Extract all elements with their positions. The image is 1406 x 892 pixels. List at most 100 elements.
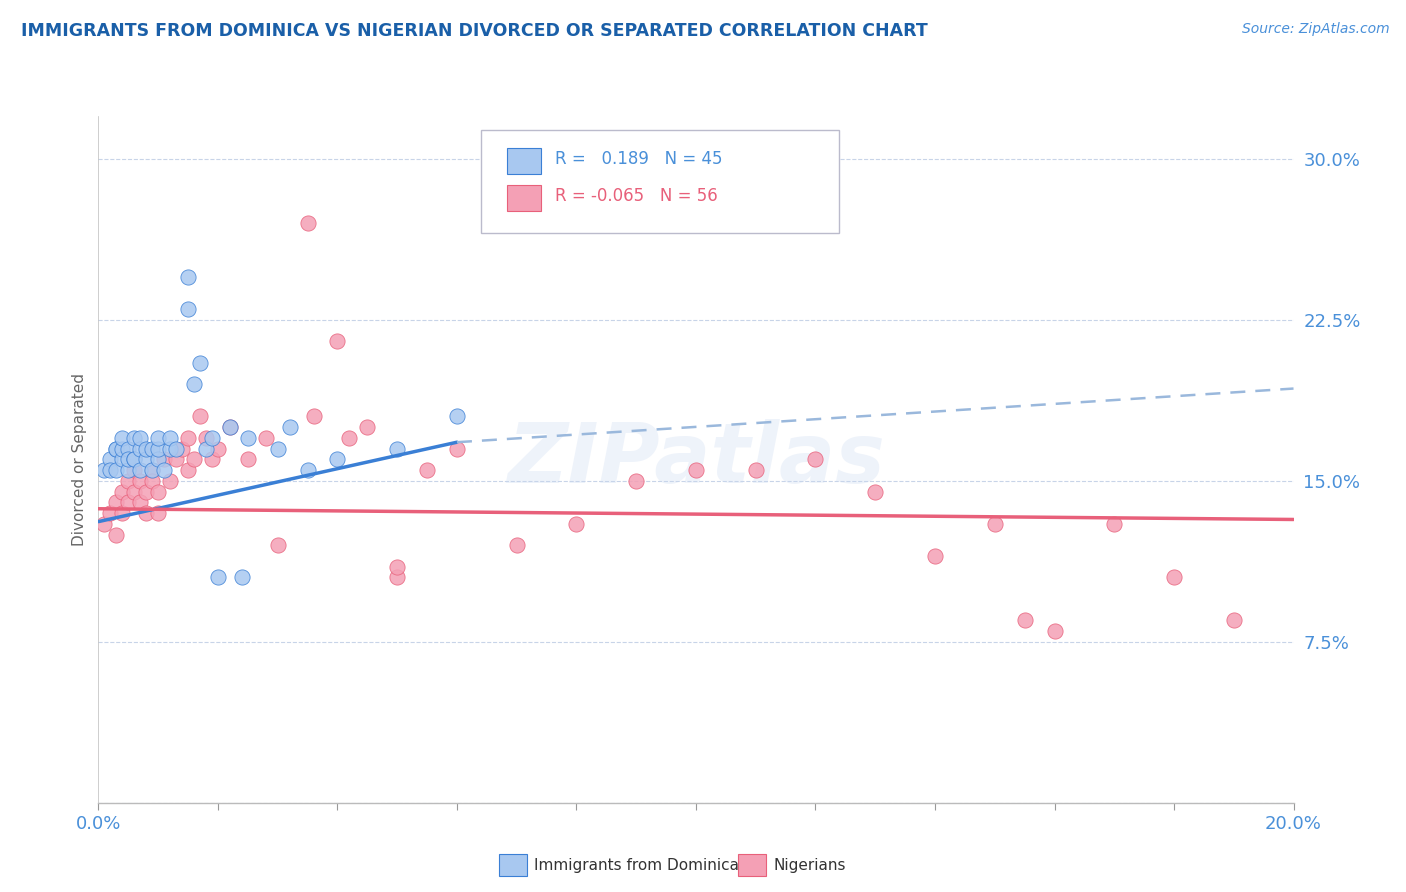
Point [117, 452, 139, 467]
Point [1014, 613, 1036, 627]
Point [135, 442, 157, 456]
Point [129, 463, 152, 477]
Point [93, 463, 115, 477]
Point [117, 463, 139, 477]
Point [1043, 624, 1066, 639]
Point [124, 431, 146, 445]
Point [141, 442, 163, 456]
Point [188, 409, 211, 424]
Point [231, 570, 253, 584]
Point [201, 431, 224, 445]
Point [105, 442, 128, 456]
Point [254, 431, 277, 445]
Point [153, 463, 176, 477]
Point [135, 452, 157, 467]
Point [865, 484, 887, 499]
Text: ZIPatlas: ZIPatlas [508, 419, 884, 500]
Point [141, 474, 163, 488]
Point [129, 431, 152, 445]
Point [267, 538, 290, 552]
Point [117, 495, 139, 509]
Point [745, 463, 768, 477]
Point [148, 506, 170, 520]
Point [148, 484, 170, 499]
Point [148, 442, 170, 456]
Point [278, 420, 301, 434]
Text: Nigerians: Nigerians [773, 858, 846, 872]
Point [129, 442, 152, 456]
Point [624, 474, 647, 488]
Text: Immigrants from Dominica: Immigrants from Dominica [534, 858, 740, 872]
Point [236, 431, 259, 445]
Point [385, 559, 409, 574]
Point [183, 377, 205, 392]
Point [129, 474, 152, 488]
Point [183, 452, 205, 467]
Point [207, 442, 229, 456]
Point [105, 463, 128, 477]
Bar [508, 148, 541, 174]
Point [98, 506, 122, 520]
Point [219, 420, 242, 434]
Point [339, 431, 360, 445]
Point [267, 442, 290, 456]
Point [207, 570, 229, 584]
Point [135, 506, 157, 520]
Point [141, 463, 163, 477]
Point [326, 452, 349, 467]
Point [506, 538, 529, 552]
Point [124, 463, 146, 477]
Point [111, 506, 134, 520]
Point [117, 474, 139, 488]
Point [201, 452, 224, 467]
Point [172, 442, 194, 456]
Point [148, 452, 170, 467]
Point [219, 420, 242, 434]
Point [93, 516, 115, 531]
Point [385, 570, 409, 584]
Point [236, 452, 259, 467]
Point [446, 409, 468, 424]
Point [1163, 570, 1185, 584]
Point [983, 516, 1005, 531]
Point [105, 495, 128, 509]
Point [1104, 516, 1126, 531]
Point [804, 452, 827, 467]
Text: Source: ZipAtlas.com: Source: ZipAtlas.com [1241, 22, 1389, 37]
Point [356, 420, 378, 434]
Point [111, 442, 134, 456]
Point [685, 463, 707, 477]
FancyBboxPatch shape [481, 129, 839, 233]
Point [124, 484, 146, 499]
Text: R = -0.065   N = 56: R = -0.065 N = 56 [555, 186, 717, 204]
Point [98, 463, 122, 477]
Bar [508, 185, 541, 211]
Point [302, 409, 325, 424]
Point [153, 452, 176, 467]
Point [148, 431, 170, 445]
Point [124, 452, 146, 467]
Point [1223, 613, 1246, 627]
Point [177, 302, 200, 317]
Point [159, 442, 181, 456]
Point [111, 484, 134, 499]
Point [385, 442, 409, 456]
Point [159, 431, 181, 445]
Point [135, 484, 157, 499]
Point [924, 549, 946, 563]
Point [124, 452, 146, 467]
Point [98, 452, 122, 467]
Text: IMMIGRANTS FROM DOMINICA VS NIGERIAN DIVORCED OR SEPARATED CORRELATION CHART: IMMIGRANTS FROM DOMINICA VS NIGERIAN DIV… [21, 22, 928, 40]
Point [194, 442, 218, 456]
Point [117, 442, 139, 456]
Point [165, 442, 187, 456]
Point [565, 516, 588, 531]
Point [177, 269, 200, 284]
Point [416, 463, 439, 477]
Point [326, 334, 349, 349]
Point [111, 452, 134, 467]
Point [105, 442, 128, 456]
Point [105, 527, 128, 541]
Point [297, 216, 319, 230]
Point [165, 452, 187, 467]
